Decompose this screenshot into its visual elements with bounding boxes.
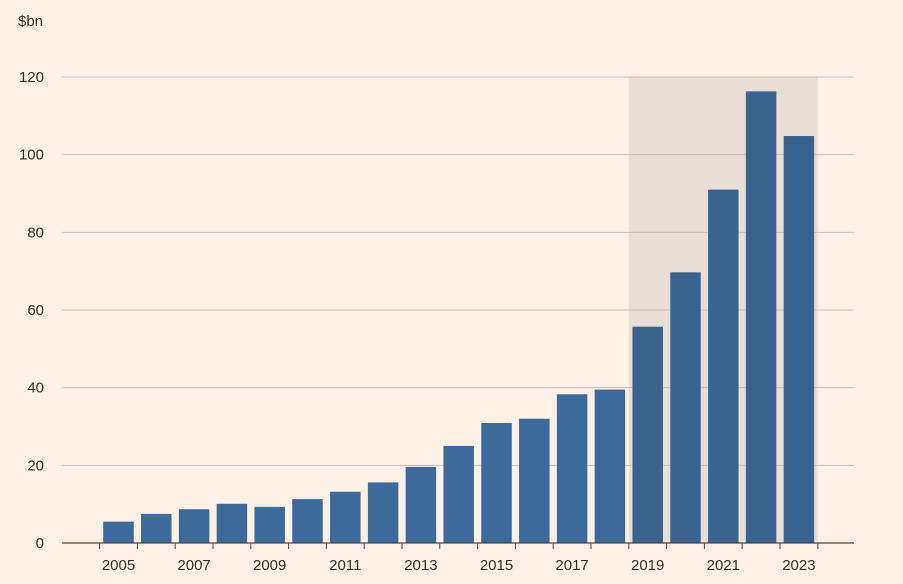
y-tick-label: 120 [19, 69, 44, 86]
x-tick-label: 2023 [782, 557, 815, 574]
x-tick-label: 2013 [404, 557, 437, 574]
y-tick-label: 0 [36, 535, 44, 552]
y-tick-label: 20 [27, 457, 44, 474]
bar-2022 [745, 91, 777, 543]
x-tick-label: 2007 [177, 557, 210, 574]
bar-2019 [632, 326, 663, 543]
bar-2010 [292, 499, 323, 543]
y-tick-label: 80 [27, 224, 44, 241]
y-tick-label: 60 [27, 302, 44, 319]
x-tick-label: 2015 [480, 557, 513, 574]
bar-2007 [178, 509, 210, 543]
x-tick-label: 2017 [555, 557, 588, 574]
bar-2009 [254, 506, 285, 543]
x-tick-label: 2009 [253, 557, 286, 574]
y-tick-label: 100 [19, 147, 44, 164]
bar-2006 [141, 513, 172, 543]
bar-2012 [367, 482, 399, 543]
bar-2011 [330, 491, 361, 543]
y-axis-unit-label: $bn [18, 13, 43, 30]
bar-2008 [216, 503, 248, 543]
bar-2005 [103, 521, 134, 543]
bar-2021 [708, 189, 739, 543]
x-tick-label: 2011 [329, 557, 361, 574]
x-tick-label: 2021 [707, 557, 740, 574]
bar-2017 [556, 394, 588, 543]
bar-2013 [405, 466, 437, 543]
bar-2020 [670, 272, 701, 543]
bar-2016 [519, 418, 550, 543]
bar-2018 [594, 389, 626, 543]
bar-2014 [443, 445, 474, 543]
bar-2023 [783, 136, 815, 543]
bar-2015 [481, 423, 512, 543]
x-tick-label: 2019 [631, 557, 664, 574]
x-tick-label: 2005 [102, 557, 135, 574]
y-tick-label: 40 [27, 380, 44, 397]
